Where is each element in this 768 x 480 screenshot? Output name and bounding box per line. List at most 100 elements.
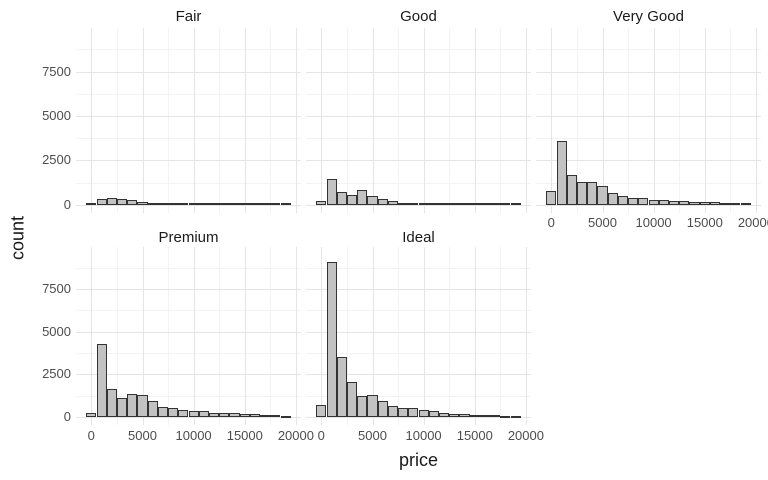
x-tick-label: 5000 (588, 215, 617, 230)
histogram-bar (510, 203, 521, 206)
major-gridline (306, 71, 531, 73)
minor-gridline (76, 267, 301, 269)
major-gridline (306, 374, 531, 376)
minor-gridline (270, 247, 272, 425)
facet-strip-title: Fair (175, 8, 202, 25)
histogram-bar (127, 199, 138, 205)
major-gridline (536, 204, 761, 206)
histogram-bar (270, 203, 281, 206)
histogram-bar (249, 413, 261, 418)
histogram-bar (116, 398, 128, 418)
histogram-bar (229, 203, 240, 206)
histogram-bar (106, 388, 117, 418)
major-gridline (536, 160, 761, 162)
histogram-bar (709, 202, 721, 205)
facet-panel (76, 247, 301, 425)
histogram-bar (86, 412, 97, 418)
histogram-bar (178, 203, 189, 206)
histogram-bar (326, 262, 337, 418)
histogram-bar (280, 203, 291, 206)
facet-panel (306, 247, 531, 425)
histogram-bar (357, 395, 368, 418)
major-gridline (306, 288, 531, 290)
histogram-bar (566, 174, 577, 205)
histogram-bar (428, 203, 439, 206)
histogram-bar (346, 194, 358, 205)
facet-strip-title: Good (400, 8, 437, 25)
histogram-bar (188, 203, 199, 206)
histogram-bar (720, 202, 731, 205)
y-tick-label: 2500 (42, 152, 71, 168)
histogram-bar (198, 411, 209, 418)
major-gridline (525, 247, 527, 425)
y-tick-label: 2500 (42, 366, 71, 382)
major-gridline (295, 28, 297, 213)
histogram-bar (449, 413, 460, 418)
histogram-bar (576, 181, 588, 205)
histogram-bar (249, 203, 261, 206)
major-gridline (704, 28, 706, 213)
minor-gridline (270, 28, 272, 213)
minor-gridline (306, 182, 531, 184)
facet-strip-title: Premium (158, 229, 219, 246)
major-gridline (474, 28, 476, 213)
minor-gridline (398, 28, 399, 213)
histogram-bar (280, 415, 291, 418)
histogram-bar (377, 401, 388, 418)
minor-gridline (76, 138, 301, 140)
x-tick-label: 15000 (686, 215, 723, 230)
histogram-bar (209, 203, 220, 206)
x-tick-label: 0 (547, 215, 555, 230)
histogram-bar (147, 203, 158, 206)
minor-gridline (306, 138, 531, 140)
y-tick-label: 5000 (42, 323, 71, 339)
major-gridline (193, 28, 195, 213)
histogram-bar (326, 179, 337, 205)
histogram-bar (459, 414, 470, 418)
histogram-bar (617, 195, 628, 205)
major-gridline (76, 71, 301, 73)
histogram-bar (316, 200, 327, 205)
minor-gridline (76, 49, 301, 51)
major-gridline (76, 331, 301, 333)
histogram-bar (178, 410, 189, 418)
major-gridline (244, 28, 246, 213)
histogram-bar (408, 203, 419, 206)
minor-gridline (500, 247, 502, 425)
minor-gridline (730, 28, 732, 213)
major-gridline (306, 204, 531, 206)
histogram-bar (198, 203, 209, 206)
major-gridline (76, 204, 301, 206)
major-gridline (142, 247, 144, 425)
major-gridline (91, 247, 93, 425)
histogram-bar (168, 203, 179, 206)
histogram-bar (316, 405, 327, 418)
y-axis-title: count (7, 215, 28, 261)
minor-gridline (628, 28, 629, 213)
major-gridline (76, 288, 301, 290)
major-gridline (76, 417, 301, 419)
histogram-bar (147, 400, 158, 418)
minor-gridline (219, 28, 221, 213)
x-tick-label: 15000 (226, 428, 263, 443)
minor-gridline (306, 93, 531, 95)
minor-gridline (449, 247, 451, 425)
histogram-bar (96, 199, 107, 205)
minor-gridline (536, 93, 761, 95)
histogram-bar (260, 203, 271, 206)
x-tick-label: 5000 (358, 428, 387, 443)
minor-gridline (449, 28, 451, 213)
histogram-bar (408, 408, 419, 418)
major-gridline (755, 28, 757, 213)
facet-strip-title: Ideal (402, 229, 435, 246)
histogram-bar (628, 197, 639, 205)
histogram-bar (270, 414, 281, 418)
minor-gridline (306, 353, 531, 354)
facet-panel (76, 28, 301, 213)
minor-gridline (679, 28, 681, 213)
histogram-bar (469, 414, 480, 418)
major-gridline (536, 71, 761, 73)
histogram-bar (418, 203, 429, 206)
histogram-bar (418, 410, 429, 418)
